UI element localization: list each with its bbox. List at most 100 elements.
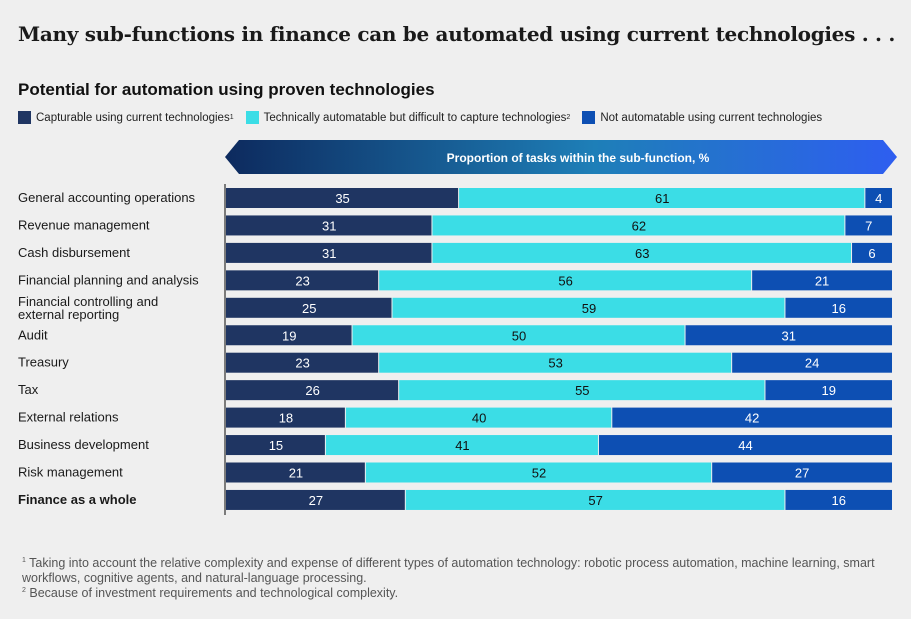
bar-segment-business-development-capturable-using-current-technologies xyxy=(226,435,325,456)
bar-segment-risk-management-capturable-using-current-technologies xyxy=(226,462,365,483)
legend-item-capturable: Capturable using current technologies 1 xyxy=(18,111,234,124)
bar-value-tax-not-automatable-using-current-technologies: 19 xyxy=(821,383,835,398)
bar-segment-finance-as-a-whole-technically-automatable-but-difficult-to-capture-technologies xyxy=(405,489,785,510)
bar-segment-financial-planning-and-analysis-capturable-using-current-technologies xyxy=(226,270,379,291)
bar-segment-financial-controlling-and-external-reporting-technically-automatable-but-difficult-to-capture-technologies xyxy=(392,297,785,318)
bar-value-general-accounting-operations-not-automatable-using-current-technologies: 4 xyxy=(875,191,882,206)
category-label-finance-as-a-whole: Finance as a whole xyxy=(18,492,137,507)
bar-value-risk-management-technically-automatable-but-difficult-to-capture-technologies: 52 xyxy=(532,466,546,481)
bar-segment-finance-as-a-whole-capturable-using-current-technologies xyxy=(226,489,405,510)
bar-segment-external-relations-capturable-using-current-technologies xyxy=(226,407,345,428)
category-label-risk-management: Risk management xyxy=(18,465,123,480)
bar-value-finance-as-a-whole-technically-automatable-but-difficult-to-capture-technologies: 57 xyxy=(588,493,602,508)
category-label-audit: Audit xyxy=(18,327,48,342)
bar-segment-financial-controlling-and-external-reporting-capturable-using-current-technologies xyxy=(226,297,392,318)
bar-segment-general-accounting-operations-capturable-using-current-technologies xyxy=(226,188,459,208)
category-label-general-accounting-operations: General accounting operations xyxy=(18,190,196,205)
page-headline: Many sub-functions in finance can be aut… xyxy=(18,22,896,46)
axis-banner-label: Proportion of tasks within the sub-funct… xyxy=(447,151,710,165)
bar-segment-treasury-capturable-using-current-technologies xyxy=(226,352,379,373)
legend-label-not-automatable: Not automatable using current technologi… xyxy=(600,111,823,124)
bar-segment-audit-technically-automatable-but-difficult-to-capture-technologies xyxy=(352,325,685,346)
bar-value-financial-controlling-and-external-reporting-technically-automatable-but-difficult-to-capture-technologies: 59 xyxy=(582,301,596,316)
bar-segment-revenue-management-not-automatable-using-current-technologies xyxy=(845,215,892,236)
stacked-bar-chart: Proportion of tasks within the sub-funct… xyxy=(18,140,897,515)
bar-value-cash-disbursement-capturable-using-current-technologies: 31 xyxy=(322,246,336,261)
bar-segment-revenue-management-capturable-using-current-technologies xyxy=(226,215,432,236)
bar-segment-financial-controlling-and-external-reporting-not-automatable-using-current-technologies xyxy=(785,297,892,318)
bar-value-risk-management-capturable-using-current-technologies: 21 xyxy=(289,466,303,481)
legend-item-difficult: Technically automatable but difficult to… xyxy=(245,111,570,124)
bar-segment-audit-not-automatable-using-current-technologies xyxy=(685,325,892,346)
bar-value-revenue-management-not-automatable-using-current-technologies: 7 xyxy=(865,218,872,233)
bar-value-financial-planning-and-analysis-capturable-using-current-technologies: 23 xyxy=(295,273,309,288)
bar-value-audit-technically-automatable-but-difficult-to-capture-technologies: 50 xyxy=(512,328,526,343)
bar-value-business-development-technically-automatable-but-difficult-to-capture-technologies: 41 xyxy=(455,438,469,453)
bar-segment-general-accounting-operations-not-automatable-using-current-technologies xyxy=(865,188,892,208)
bar-value-cash-disbursement-not-automatable-using-current-technologies: 6 xyxy=(868,246,875,261)
bar-value-financial-controlling-and-external-reporting-not-automatable-using-current-technologies: 16 xyxy=(831,301,845,316)
chart-legend: Capturable using current technologies 1 T… xyxy=(18,111,834,124)
bar-segment-treasury-not-automatable-using-current-technologies xyxy=(732,352,892,373)
bar-value-treasury-capturable-using-current-technologies: 23 xyxy=(295,356,309,371)
bar-segment-business-development-technically-automatable-but-difficult-to-capture-technologies xyxy=(325,435,598,456)
bar-value-finance-as-a-whole-capturable-using-current-technologies: 27 xyxy=(309,493,323,508)
bar-segment-risk-management-not-automatable-using-current-technologies xyxy=(712,462,892,483)
category-label-financial-planning-and-analysis: Financial planning and analysis xyxy=(18,272,199,287)
legend-item-not-automatable: Not automatable using current technologi… xyxy=(582,111,822,124)
bar-value-treasury-technically-automatable-but-difficult-to-capture-technologies: 53 xyxy=(548,356,562,371)
bar-segment-tax-not-automatable-using-current-technologies xyxy=(765,380,892,401)
bar-value-general-accounting-operations-capturable-using-current-technologies: 35 xyxy=(335,191,349,206)
bar-value-treasury-not-automatable-using-current-technologies: 24 xyxy=(805,356,819,371)
category-label-cash-disbursement: Cash disbursement xyxy=(18,245,130,260)
footnote-2-text: Because of investment requirements and t… xyxy=(29,586,399,600)
bar-segment-audit-capturable-using-current-technologies xyxy=(226,325,352,346)
category-label-external-relations: External relations xyxy=(18,410,119,425)
footnotes: 1 Taking into account the relative compl… xyxy=(22,556,902,601)
chart-title: Potential for automation using proven te… xyxy=(18,80,435,99)
bar-value-business-development-capturable-using-current-technologies: 15 xyxy=(269,438,283,453)
bar-segment-financial-planning-and-analysis-not-automatable-using-current-technologies xyxy=(752,270,892,291)
bar-segment-treasury-technically-automatable-but-difficult-to-capture-technologies xyxy=(379,352,732,373)
bar-value-external-relations-capturable-using-current-technologies: 18 xyxy=(279,411,293,426)
legend-label-capturable: Capturable using current technologies xyxy=(36,111,230,124)
bar-value-external-relations-not-automatable-using-current-technologies: 42 xyxy=(745,411,759,426)
bar-value-external-relations-technically-automatable-but-difficult-to-capture-technologies: 40 xyxy=(472,411,486,426)
bar-segment-cash-disbursement-capturable-using-current-technologies xyxy=(226,242,432,263)
bar-value-revenue-management-technically-automatable-but-difficult-to-capture-technologies: 62 xyxy=(632,218,646,233)
bar-value-cash-disbursement-technically-automatable-but-difficult-to-capture-technologies: 63 xyxy=(635,246,649,261)
category-label-treasury: Treasury xyxy=(18,355,69,370)
bar-value-general-accounting-operations-technically-automatable-but-difficult-to-capture-technologies: 61 xyxy=(655,191,669,206)
bar-value-revenue-management-capturable-using-current-technologies: 31 xyxy=(322,218,336,233)
category-label-tax: Tax xyxy=(18,382,39,397)
bar-value-audit-not-automatable-using-current-technologies: 31 xyxy=(782,328,796,343)
legend-swatch-not-automatable xyxy=(582,111,596,124)
category-label-financial-controlling-and-external-reporting: Financial controlling and external report… xyxy=(18,294,158,322)
bar-segment-risk-management-technically-automatable-but-difficult-to-capture-technologies xyxy=(365,462,712,483)
footnote-1: 1 Taking into account the relative compl… xyxy=(22,556,902,586)
bar-segment-external-relations-technically-automatable-but-difficult-to-capture-technologies xyxy=(345,407,612,428)
bar-value-financial-planning-and-analysis-not-automatable-using-current-technologies: 21 xyxy=(815,273,829,288)
footnote-1-text: Taking into account the relative complex… xyxy=(22,556,875,585)
bar-segment-cash-disbursement-not-automatable-using-current-technologies xyxy=(852,242,892,263)
bar-value-business-development-not-automatable-using-current-technologies: 44 xyxy=(738,438,752,453)
bar-segment-business-development-not-automatable-using-current-technologies xyxy=(598,435,892,456)
footnote-2: 2 Because of investment requirements and… xyxy=(22,586,902,601)
bar-value-audit-capturable-using-current-technologies: 19 xyxy=(282,328,296,343)
bar-segment-general-accounting-operations-technically-automatable-but-difficult-to-capture-technologies xyxy=(459,188,865,208)
footnote-2-mark: 2 xyxy=(22,586,26,594)
footnote-1-mark: 1 xyxy=(22,556,26,564)
bar-segment-revenue-management-technically-automatable-but-difficult-to-capture-technologies xyxy=(432,215,845,236)
bar-segment-tax-technically-automatable-but-difficult-to-capture-technologies xyxy=(399,380,765,401)
bar-segment-finance-as-a-whole-not-automatable-using-current-technologies xyxy=(785,489,892,510)
bar-segment-cash-disbursement-technically-automatable-but-difficult-to-capture-technologies xyxy=(432,242,852,263)
bar-segment-tax-capturable-using-current-technologies xyxy=(226,380,399,401)
bar-value-tax-capturable-using-current-technologies: 26 xyxy=(305,383,319,398)
bar-value-tax-technically-automatable-but-difficult-to-capture-technologies: 55 xyxy=(575,383,589,398)
bar-value-financial-controlling-and-external-reporting-capturable-using-current-technologies: 25 xyxy=(302,301,316,316)
bar-segment-financial-planning-and-analysis-technically-automatable-but-difficult-to-capture-technologies xyxy=(379,270,752,291)
legend-swatch-difficult xyxy=(245,111,259,124)
category-label-business-development: Business development xyxy=(18,437,149,452)
category-label-revenue-management: Revenue management xyxy=(18,217,150,232)
bar-value-finance-as-a-whole-not-automatable-using-current-technologies: 16 xyxy=(831,493,845,508)
